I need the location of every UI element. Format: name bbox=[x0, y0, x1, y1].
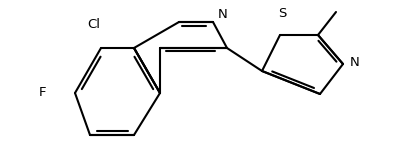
Text: N: N bbox=[218, 8, 228, 21]
Text: N: N bbox=[350, 56, 360, 69]
Text: F: F bbox=[38, 87, 46, 100]
Text: Cl: Cl bbox=[87, 19, 100, 32]
Text: S: S bbox=[278, 7, 286, 20]
